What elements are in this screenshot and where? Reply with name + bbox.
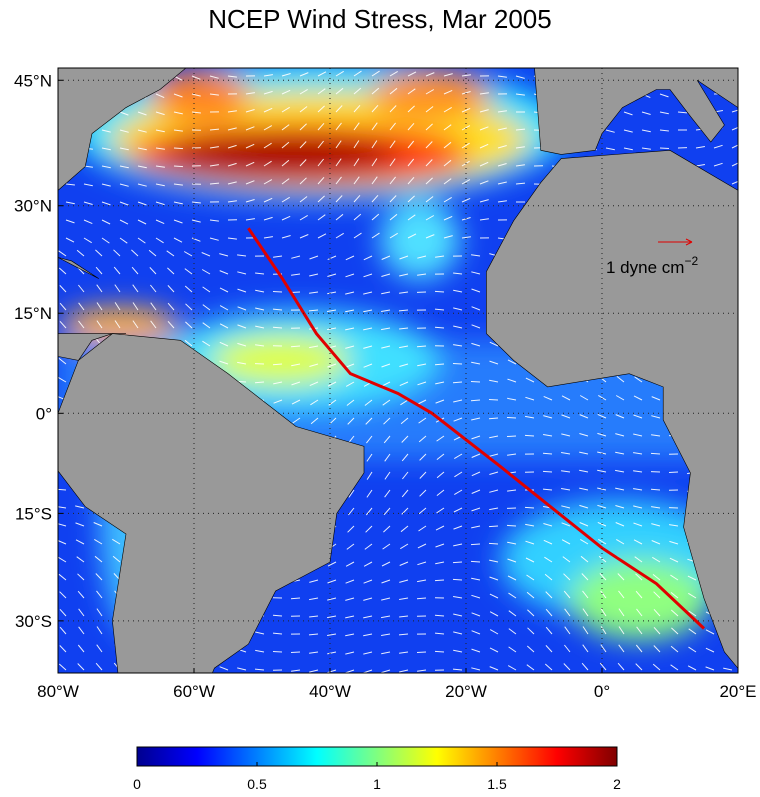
- ship-track: [247, 227, 706, 630]
- y-tick-label: 30°N: [14, 197, 52, 216]
- landmass: [534, 68, 738, 155]
- y-tick-label: 0°: [36, 404, 52, 423]
- plot-area: [58, 68, 738, 673]
- map-frame: [57, 67, 739, 674]
- axes: 80°W 60°W 40°W 20°W 0° 20°E 45°N 30°N 15°N 0° 15°S…: [14, 71, 757, 701]
- landmass: [486, 150, 738, 669]
- colorbar-tick-label: 2: [613, 776, 621, 792]
- y-tick-label: 45°N: [14, 71, 52, 90]
- y-tick-label: 15°S: [15, 504, 52, 523]
- colorbar-tick-label: 1: [373, 776, 381, 792]
- colorbar-ticks: 0 0.5 1 1.5 2: [133, 762, 621, 792]
- grid: [58, 68, 738, 673]
- landmass: [58, 257, 99, 279]
- map-title: NCEP Wind Stress, Mar 2005: [208, 4, 551, 34]
- scale-label: 1 dyne cm−2: [606, 254, 698, 277]
- colorbar-tick-label: 0: [133, 776, 141, 792]
- y-tick-label: 15°N: [14, 304, 52, 323]
- x-tick-label: 60°W: [173, 682, 215, 701]
- colorbar-tick-label: 0.5: [247, 776, 267, 792]
- x-tick-label: 20°W: [445, 682, 487, 701]
- land: [58, 68, 738, 673]
- landmass: [58, 68, 187, 244]
- scale-text: 1 dyne cm: [606, 258, 684, 277]
- scale-superscript: −2: [684, 254, 698, 268]
- x-tick-label: 40°W: [309, 682, 351, 701]
- x-tick-label: 20°E: [719, 682, 756, 701]
- x-tick-label: 80°W: [37, 682, 79, 701]
- y-tick-label: 30°S: [15, 612, 52, 631]
- x-tick-label: 0°: [594, 682, 610, 701]
- landmass: [58, 333, 126, 361]
- landmass: [58, 333, 365, 673]
- colorbar-tick-label: 1.5: [487, 776, 507, 792]
- scale-arrow-head: [685, 238, 693, 246]
